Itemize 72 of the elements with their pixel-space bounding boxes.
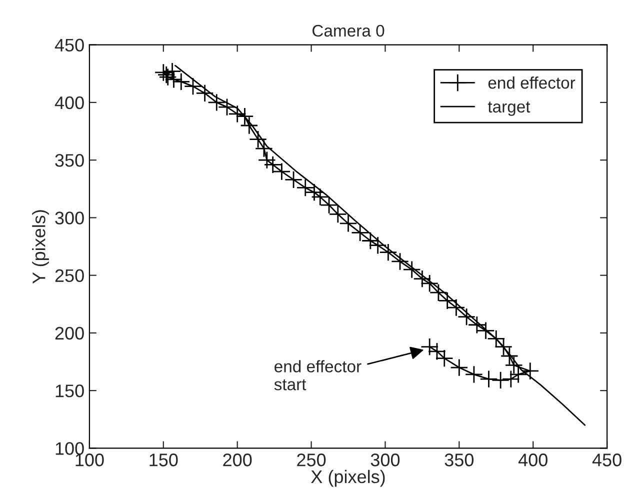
- x-axis-title: X (pixels): [311, 470, 385, 487]
- point: [208, 93, 226, 112]
- y-tick-label: 350: [55, 154, 84, 167]
- point: [228, 104, 246, 123]
- point: [196, 84, 214, 102]
- y-tick-label: 200: [55, 326, 84, 340]
- point: [476, 322, 495, 340]
- point: [402, 260, 421, 279]
- point: [492, 371, 510, 390]
- annotation: end effector start: [274, 360, 362, 390]
- point: [236, 107, 254, 126]
- x-tick-label: 350: [444, 454, 474, 466]
- point: [218, 98, 236, 116]
- point: [450, 358, 468, 377]
- point: [249, 130, 268, 148]
- point: [458, 308, 476, 326]
- chart-title: Camera 0: [312, 24, 384, 37]
- point: [240, 116, 258, 135]
- point: [254, 140, 273, 158]
- point: [502, 370, 520, 388]
- point: [438, 292, 456, 310]
- y-tick-label: 400: [54, 96, 84, 110]
- point: [320, 196, 338, 214]
- point: [447, 298, 466, 317]
- point: [328, 205, 347, 224]
- point: [509, 365, 528, 384]
- point: [468, 316, 486, 334]
- point: [172, 72, 190, 91]
- point: [428, 342, 446, 360]
- point: [184, 77, 202, 96]
- x-tick-label: 250: [297, 454, 326, 466]
- point: [494, 338, 513, 356]
- y-tick-label: 300: [55, 212, 84, 224]
- point: [420, 274, 439, 292]
- point: [420, 338, 439, 356]
- point: [500, 346, 518, 366]
- x-tick-label: 400: [518, 454, 548, 466]
- y-tick-label: 250: [55, 269, 84, 282]
- point: [154, 63, 172, 82]
- y-tick-label: 100: [56, 442, 84, 455]
- point: [480, 370, 498, 388]
- point: [521, 362, 540, 380]
- point: [390, 252, 410, 271]
- point: [487, 330, 506, 348]
- y-tick-label: 150: [56, 384, 84, 398]
- point: [504, 356, 523, 374]
- point: [296, 178, 314, 197]
- point: [413, 270, 432, 288]
- x-tick-label: 100: [76, 454, 104, 466]
- x-tick-label: 200: [223, 454, 252, 466]
- point: [264, 156, 282, 174]
- point: [258, 151, 276, 170]
- point: [305, 183, 324, 202]
- point: [311, 188, 330, 206]
- x-tick-label: 450: [592, 454, 622, 466]
- point: [429, 284, 448, 302]
- point: [163, 62, 182, 80]
- x-tick-label: 300: [370, 454, 400, 466]
- point: [272, 162, 291, 181]
- legend-label: end effector: [488, 76, 576, 89]
- point: [339, 214, 358, 232]
- y-axis-title: Y (pixels): [32, 210, 49, 284]
- point: [368, 236, 387, 254]
- point: [351, 224, 370, 242]
- point: [284, 170, 303, 189]
- legend-label: target: [488, 102, 530, 116]
- point: [464, 365, 483, 384]
- y-tick-label: 450: [54, 38, 84, 52]
- point: [435, 349, 454, 368]
- point: [361, 232, 380, 250]
- x-tick-label: 150: [150, 454, 178, 466]
- point: [379, 243, 398, 262]
